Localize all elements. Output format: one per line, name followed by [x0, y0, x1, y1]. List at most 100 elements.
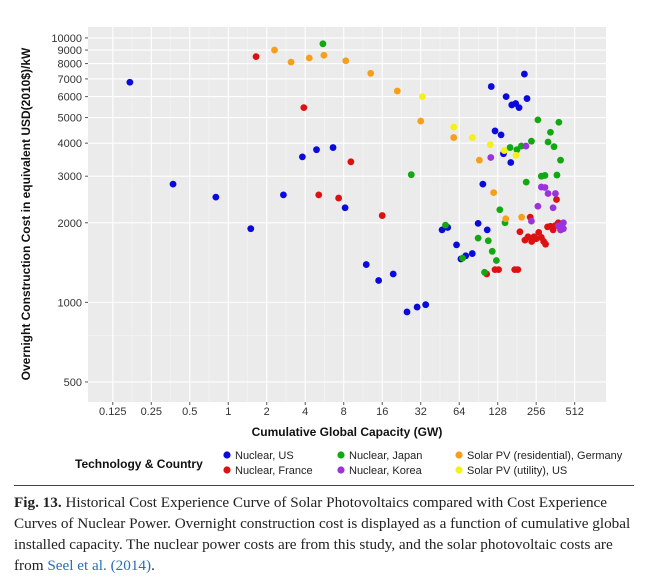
point-series-4: [475, 156, 483, 164]
point-series-0: [362, 261, 370, 268]
point-series-2: [459, 254, 466, 262]
point-series-2: [555, 118, 563, 126]
caption-citation-link[interactable]: Seel et al. (2014): [47, 557, 152, 574]
point-series-5: [512, 151, 520, 159]
point-series-3: [549, 204, 557, 212]
point-series-1: [535, 228, 543, 236]
point-series-0: [375, 277, 383, 284]
legend-swatch: [223, 466, 231, 474]
x-tick-label: 8: [341, 406, 347, 418]
point-series-3: [541, 184, 549, 191]
point-series-2: [319, 40, 327, 48]
y-tick-label: 9000: [58, 45, 82, 57]
point-series-0: [468, 250, 476, 257]
point-series-4: [450, 134, 458, 141]
caption-figure-label: Fig. 13.: [14, 494, 62, 511]
point-series-0: [422, 301, 430, 309]
point-series-4: [502, 215, 510, 223]
x-axis-title: Cumulative Global Capacity (GW): [252, 425, 443, 439]
point-series-2: [528, 137, 535, 145]
point-series-4: [367, 69, 375, 77]
scatter-chart: 0.125 0.25 0.5 1 2 4 8 16 32 64 128 256 512 500 1000 2…: [19, 27, 623, 477]
y-tick-label: 2000: [58, 218, 82, 230]
point-series-1: [347, 158, 355, 166]
x-tick-label: 512: [565, 406, 583, 418]
point-series-0: [523, 95, 531, 102]
point-series-0: [126, 78, 134, 86]
point-series-0: [491, 127, 499, 135]
point-series-0: [479, 180, 487, 188]
point-series-5: [500, 147, 508, 154]
point-series-5: [450, 123, 458, 131]
y-tick-label: 8000: [58, 59, 82, 71]
point-series-3: [560, 225, 567, 233]
point-series-1: [300, 104, 308, 112]
x-tick-label: 0.25: [141, 406, 162, 418]
x-tick-label: 2: [264, 406, 270, 418]
x-tick-label: 32: [415, 406, 427, 418]
point-series-0: [497, 131, 505, 139]
point-series-2: [544, 138, 552, 146]
point-series-0: [280, 191, 287, 199]
legend-label: Solar PV (utility), US: [467, 465, 567, 477]
point-series-1: [532, 235, 540, 243]
data-points: [126, 40, 567, 316]
point-series-0: [413, 303, 421, 311]
point-series-0: [329, 144, 337, 151]
point-series-0: [453, 241, 460, 249]
legend-swatch: [455, 466, 463, 474]
caption-text: Historical Cost Experience Curve of Sola…: [14, 494, 631, 574]
x-tick-labels: 0.125 0.25 0.5 1 2 4 8 16 32 64 128 256 512: [99, 402, 584, 418]
point-series-2: [474, 234, 482, 242]
point-series-5: [419, 93, 426, 101]
point-series-1: [378, 212, 386, 219]
point-series-0: [212, 193, 220, 201]
legend-swatch: [455, 451, 463, 459]
y-axis-title: Overnight Construction Cost in equivalen…: [19, 47, 33, 380]
y-tick-label: 7000: [58, 74, 82, 86]
point-series-2: [534, 116, 542, 124]
point-series-2: [488, 247, 496, 255]
legend-swatch: [337, 466, 345, 474]
point-series-4: [271, 46, 278, 54]
x-tick-label: 256: [527, 406, 545, 418]
caption-end: .: [151, 557, 155, 574]
point-series-3: [522, 142, 530, 150]
x-tick-label: 0.5: [182, 406, 197, 418]
point-series-2: [553, 171, 561, 179]
point-series-4: [417, 117, 425, 125]
point-series-4: [490, 189, 498, 197]
x-tick-label: 4: [302, 406, 308, 418]
point-series-0: [483, 226, 491, 234]
caption-rule: [14, 485, 634, 486]
y-tick-label: 6000: [58, 92, 82, 104]
point-series-4: [342, 57, 350, 65]
x-tick-label: 0.125: [99, 406, 127, 418]
point-series-0: [507, 159, 515, 166]
point-series-3: [544, 190, 552, 197]
point-series-2: [506, 144, 514, 151]
point-series-0: [313, 146, 320, 154]
y-tick-label: 5000: [58, 113, 82, 125]
point-series-0: [389, 270, 397, 278]
point-series-1: [514, 266, 522, 274]
y-tick-label: 3000: [58, 171, 82, 183]
point-series-0: [247, 225, 255, 233]
point-series-3: [528, 217, 535, 225]
x-tick-label: 16: [376, 406, 388, 418]
point-series-3: [487, 154, 495, 161]
point-series-0: [474, 219, 482, 227]
point-series-2: [550, 143, 558, 151]
point-series-3: [552, 190, 559, 197]
point-series-1: [542, 240, 549, 248]
point-series-2: [547, 128, 554, 136]
legend-label: Nuclear, US: [235, 450, 294, 462]
legend-swatch: [337, 451, 345, 459]
x-tick-label: 128: [489, 406, 507, 418]
point-series-0: [438, 226, 446, 234]
point-series-4: [305, 54, 313, 62]
y-tick-label: 1000: [58, 297, 82, 309]
point-series-0: [341, 204, 349, 212]
point-series-1: [495, 266, 502, 274]
y-tick-label: 4000: [58, 138, 82, 150]
